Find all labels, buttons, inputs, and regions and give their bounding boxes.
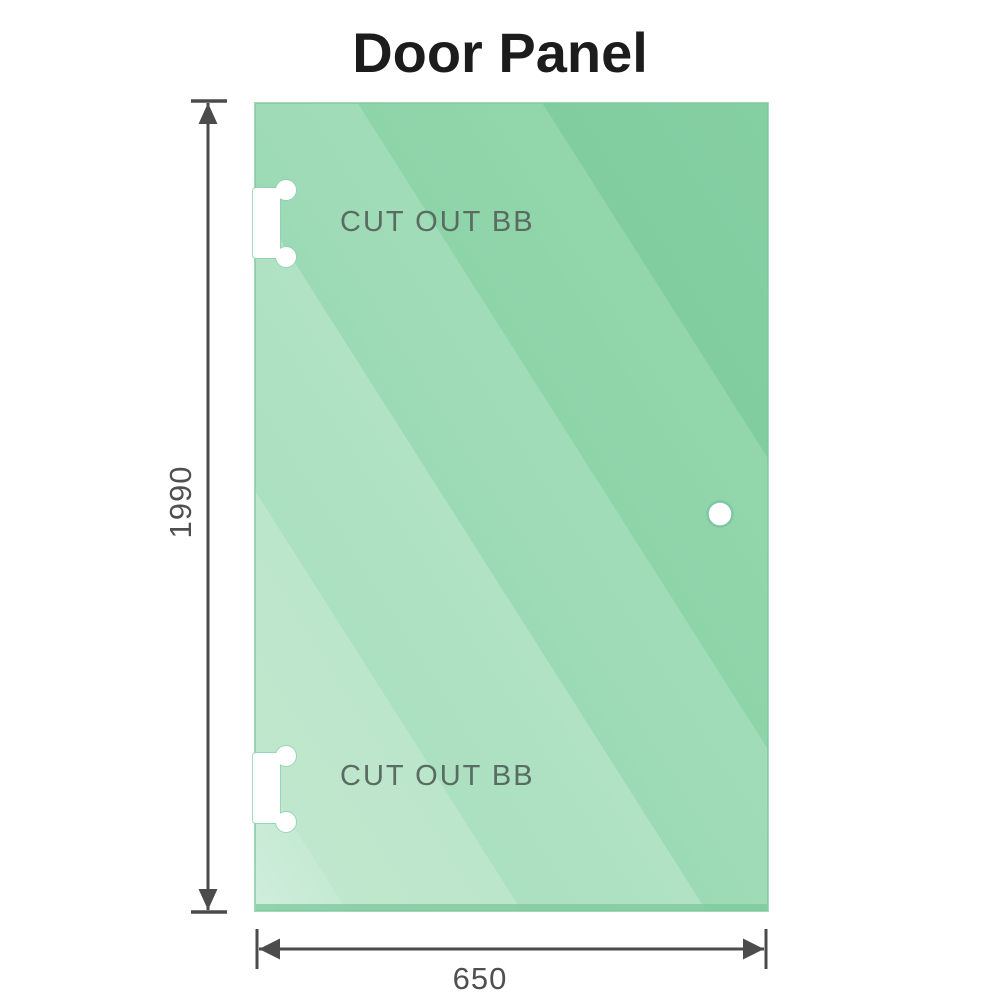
bottom-hinge-cutout-lower-lobe (276, 812, 296, 832)
bottom-hinge-cutout-slot (253, 753, 280, 823)
height-dimension (191, 99, 227, 914)
width-dimension-arrow-left-icon (259, 938, 280, 960)
width-dimension-label: 650 (452, 961, 508, 996)
glass-panel (254, 102, 769, 912)
handle-hole (706, 500, 734, 528)
width-dimension-arrow-right-icon (743, 938, 764, 960)
width-dimension (255, 929, 768, 969)
page-title: Door Panel (352, 21, 648, 84)
bottom-cutout-label: CUT OUT BB (340, 760, 535, 792)
top-hinge-cutout-upper-lobe (276, 180, 296, 200)
height-dimension-arrow-down-icon (198, 889, 218, 910)
top-hinge-cutout (252, 179, 297, 268)
top-cutout-label: CUT OUT BB (340, 206, 535, 238)
height-dimension-label: 1990 (163, 465, 198, 539)
glass-panel-bottom-edge (256, 904, 767, 911)
bottom-hinge-cutout (252, 745, 297, 833)
top-hinge-cutout-slot (253, 188, 280, 258)
height-dimension-arrow-up-icon (198, 103, 218, 124)
glass-panel-rect (254, 102, 769, 912)
bottom-hinge-cutout-upper-lobe (276, 746, 296, 766)
top-hinge-cutout-lower-lobe (276, 247, 296, 267)
